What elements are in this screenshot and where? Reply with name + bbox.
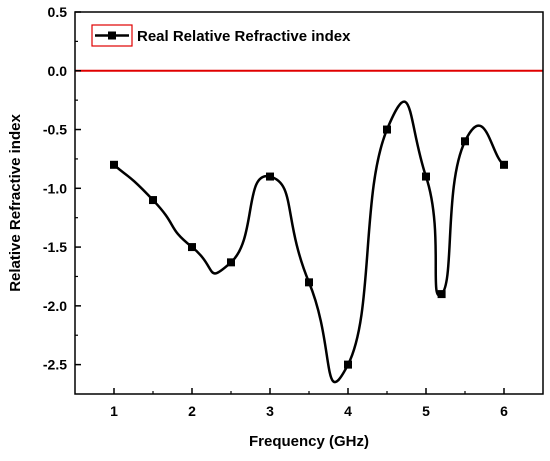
- data-point-marker: [344, 360, 352, 369]
- series-line: [113, 100, 505, 384]
- data-point-marker: [149, 196, 157, 205]
- series-curve-layer: [113, 100, 505, 384]
- data-point-marker: [461, 137, 469, 146]
- x-tick-label: 6: [500, 403, 508, 419]
- y-tick-label: 0.5: [48, 4, 68, 20]
- y-axis-title: Relative Refractive index: [7, 114, 24, 292]
- y-tick-label: -2.0: [43, 298, 67, 314]
- legend-symbol-box: [91, 24, 133, 47]
- legend: Real Relative Refractive index: [91, 24, 351, 47]
- x-tick-label: 4: [344, 403, 352, 419]
- legend-label: Real Relative Refractive index: [137, 28, 351, 45]
- data-point-marker: [422, 172, 430, 181]
- data-point-marker: [305, 278, 313, 287]
- x-axis-title: Frequency (GHz): [249, 433, 369, 450]
- data-point-marker: [266, 172, 274, 181]
- plot-frame: [74, 11, 544, 395]
- data-point-marker: [383, 125, 391, 134]
- y-tick-label: 0.0: [48, 63, 68, 79]
- x-tick-label: 5: [422, 403, 430, 419]
- y-tick-label: -1.0: [43, 180, 67, 196]
- x-tick-label: 1: [110, 403, 118, 419]
- x-tick-label: 2: [188, 403, 196, 419]
- data-point-marker: [500, 160, 508, 169]
- data-point-marker: [188, 243, 196, 252]
- y-tick-label: -0.5: [43, 122, 67, 138]
- y-tick-label: -1.5: [43, 239, 67, 255]
- data-point-marker: [437, 290, 446, 299]
- x-tick-label: 3: [266, 403, 274, 419]
- series-markers-layer: [110, 125, 508, 369]
- legend-marker-sample: [108, 31, 116, 40]
- data-point-marker: [110, 160, 118, 169]
- data-point-marker: [227, 258, 235, 267]
- axes-layer: 1 2 3 4 5 6 0.5 0.0 -0.5 -1.0 -1.5 -2.0 -2.5: [43, 4, 544, 419]
- y-tick-label: -2.5: [43, 357, 67, 373]
